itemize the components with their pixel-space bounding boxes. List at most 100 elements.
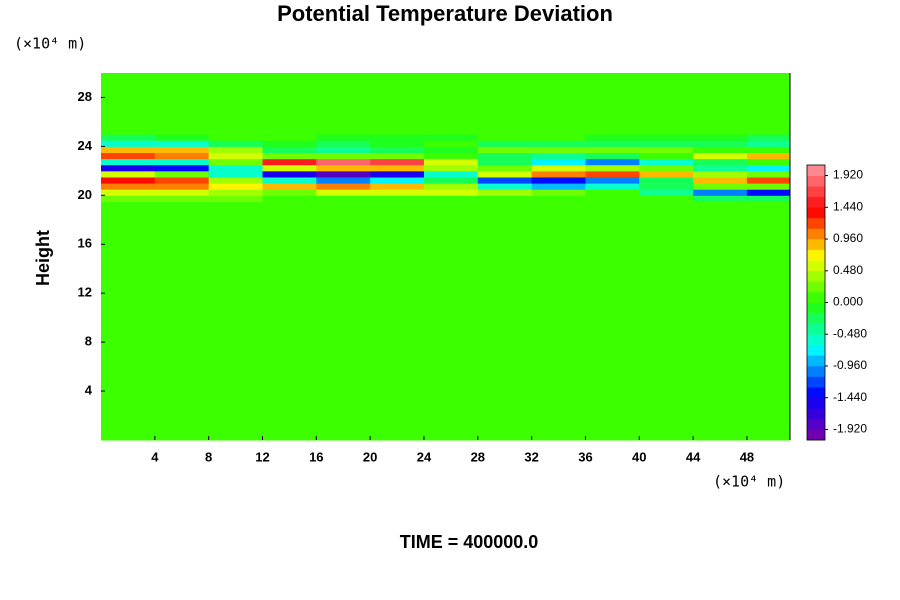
colorbar-bin — [807, 196, 825, 208]
x-tick-label: 28 — [471, 449, 485, 464]
y-axis-title: Height — [33, 230, 53, 286]
x-tick-label: 40 — [632, 449, 646, 464]
heat-cell — [585, 134, 640, 141]
heat-cell — [154, 73, 210, 135]
heat-cell — [693, 189, 748, 196]
y-tick-label: 16 — [78, 236, 92, 251]
heat-cell — [585, 183, 640, 190]
heat-cell — [746, 140, 791, 147]
time-label: TIME = 400000.0 — [400, 532, 539, 552]
heat-cell — [370, 176, 425, 184]
heat-cell — [585, 201, 640, 441]
heat-cell — [262, 140, 317, 147]
heat-cell — [370, 146, 425, 154]
heat-cell — [154, 183, 210, 190]
colorbar-bin — [807, 334, 825, 346]
heat-cell — [693, 195, 748, 202]
heat-cell — [639, 152, 694, 160]
heat-cell — [746, 152, 791, 160]
colorbar-label: -0.960 — [833, 358, 867, 372]
heat-cell — [154, 140, 210, 147]
heat-cell — [477, 73, 533, 135]
heat-cell — [531, 164, 586, 172]
heat-cell — [262, 152, 317, 160]
heat-cell — [531, 183, 586, 190]
heat-cell — [477, 201, 533, 441]
heat-cell — [101, 134, 156, 141]
heat-cell — [154, 146, 210, 154]
heat-cell — [693, 158, 748, 166]
heat-cell — [639, 164, 694, 172]
heat-cell — [585, 164, 640, 172]
heat-cell — [639, 176, 694, 184]
heat-cell — [101, 73, 156, 135]
x-tick-label: 12 — [255, 449, 269, 464]
heat-cell — [262, 134, 317, 141]
heat-cell — [746, 134, 791, 141]
colorbar-bin — [807, 217, 825, 229]
colorbar-bin — [807, 239, 825, 250]
heat-cell — [531, 152, 586, 160]
heat-cell — [101, 195, 156, 202]
colorbar-bin — [807, 376, 825, 388]
heat-cell — [531, 140, 586, 147]
heat-cell — [208, 134, 263, 141]
heat-cell — [370, 201, 425, 441]
colorbar-bin — [807, 408, 825, 420]
heat-cell — [477, 176, 533, 184]
heat-cell — [531, 170, 586, 178]
heat-cell — [585, 170, 640, 178]
heat-cell — [531, 146, 586, 154]
colorbar-bin — [807, 281, 825, 293]
heat-cell — [423, 134, 479, 141]
heat-cell — [370, 73, 425, 135]
heat-cell — [262, 195, 317, 202]
colorbar-bin — [807, 270, 825, 282]
heat-cell — [477, 134, 533, 141]
heat-cell — [101, 158, 156, 166]
x-tick-label: 32 — [524, 449, 538, 464]
heat-cell — [370, 189, 425, 196]
heat-cell — [101, 189, 156, 196]
heat-cell — [208, 170, 263, 178]
colorbar-bin — [807, 397, 825, 409]
heat-cell — [208, 152, 263, 160]
heat-cell — [262, 170, 317, 178]
colorbar-bin — [807, 355, 825, 367]
heat-cell — [693, 176, 748, 184]
heat-cell — [746, 183, 791, 190]
heat-cell — [639, 158, 694, 166]
heat-cell — [370, 170, 425, 178]
heat-cell — [370, 164, 425, 172]
heat-cell — [101, 201, 156, 441]
colorbar-label: -1.920 — [833, 422, 867, 436]
heat-cell — [477, 189, 533, 196]
colorbar-bin — [807, 207, 825, 219]
heat-cell — [693, 183, 748, 190]
heat-cell — [262, 73, 317, 135]
colorbar-label: 0.000 — [833, 295, 863, 309]
heat-cell — [746, 158, 791, 166]
heat-cell — [477, 140, 533, 147]
colorbar-label: 0.480 — [833, 263, 863, 277]
heat-cell — [208, 195, 263, 202]
heat-cell — [693, 164, 748, 172]
heat-cell — [693, 134, 748, 141]
heat-cell — [316, 164, 371, 172]
colorbar-label: -1.440 — [833, 390, 867, 404]
heat-cell — [262, 189, 317, 196]
heat-cell — [423, 170, 479, 178]
heat-cell — [531, 201, 586, 441]
heat-cell — [262, 201, 317, 441]
heat-cell — [262, 164, 317, 172]
heat-cell — [423, 176, 479, 184]
heat-cell — [639, 73, 694, 135]
heat-cell — [316, 152, 371, 160]
heat-cell — [477, 164, 533, 172]
colorbar-bin — [807, 175, 825, 187]
y-tick-label: 12 — [78, 285, 92, 300]
heat-cell — [154, 176, 210, 184]
heat-cell — [101, 146, 156, 154]
heat-cell — [693, 170, 748, 178]
